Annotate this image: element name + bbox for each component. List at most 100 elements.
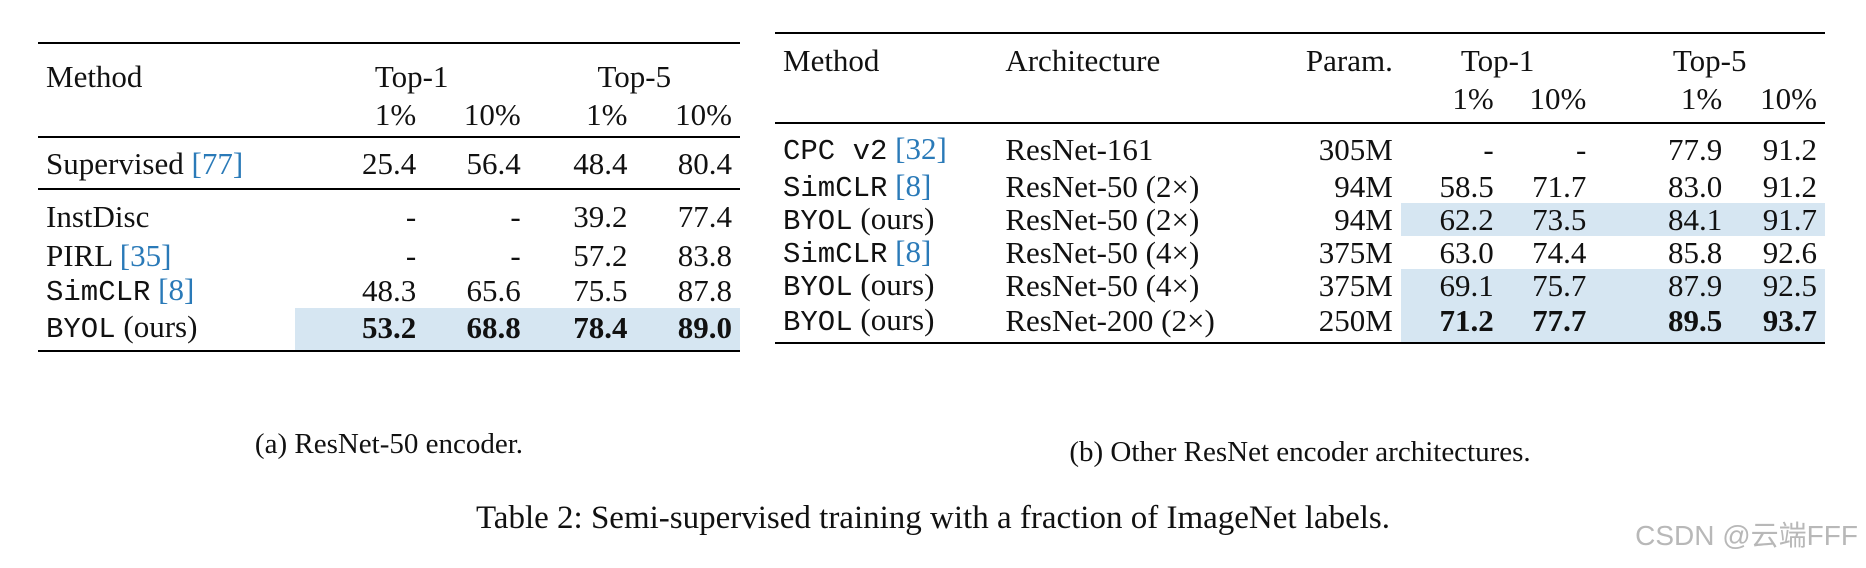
value-cell: -	[405, 238, 417, 273]
table-row: PIRL [35] - - 57.2 83.8	[38, 238, 740, 273]
architecture-header: Architecture	[997, 32, 1257, 76]
citation-link[interactable]: [32]	[895, 130, 947, 166]
value-cell: 39.2	[528, 188, 636, 238]
value-cell: 80.4	[635, 136, 740, 189]
value-cell: 71.2	[1400, 302, 1502, 344]
subtable-a: Method Top-1 Top-5 1% 10% 1% 10% Supervi…	[38, 42, 740, 352]
table-b: Method Architecture Param. Top-1 Top-5 1…	[775, 32, 1825, 344]
value-cell: 91.2	[1730, 122, 1825, 170]
method-cell: SimCLR [8]	[783, 168, 932, 205]
value-cell: 83.8	[677, 238, 732, 273]
value-cell: 87.8	[677, 273, 732, 308]
top5-1pct-header: 1%	[1680, 81, 1723, 116]
value-cell: -	[294, 188, 425, 238]
value-cell: 74.4	[1532, 235, 1587, 270]
table-row: SimCLR [8] ResNet-50 (2×) 94M 58.5 71.7 …	[775, 170, 1825, 203]
architecture-cell: ResNet-161	[997, 122, 1257, 170]
param-header: Param.	[1256, 32, 1401, 76]
method-cell: SimCLR [8]	[46, 272, 195, 309]
value-cell: 58.5	[1439, 169, 1494, 204]
value-cell: 92.6	[1762, 235, 1817, 270]
method-cell: BYOL (ours)	[775, 302, 998, 344]
table-row-highlighted: BYOL (ours) 53.2 68.8 78.4 89.0	[38, 308, 740, 352]
table-row-highlighted: BYOL (ours) ResNet-50 (4×) 375M 69.1 75.…	[775, 269, 1825, 302]
value-cell: 75.5	[573, 273, 628, 308]
top1-10pct-header: 10%	[1529, 81, 1587, 116]
top5-header: Top-5	[528, 42, 740, 92]
value-cell: 92.5	[1730, 269, 1825, 302]
method-cell: CPC v2 [32]	[775, 122, 998, 170]
value-cell: 77.4	[635, 188, 740, 238]
architecture-cell: ResNet-200 (2×)	[997, 302, 1257, 344]
citation-link[interactable]: [8]	[895, 234, 932, 269]
value-cell: 77.9	[1594, 122, 1731, 170]
param-cell: 305M	[1256, 122, 1401, 170]
value-cell: 89.0	[635, 308, 740, 352]
method-cell: PIRL [35]	[46, 238, 172, 273]
method-cell: SimCLR [8]	[783, 234, 932, 271]
value-cell: 71.7	[1532, 169, 1587, 204]
top5-header: Top-5	[1594, 32, 1825, 76]
subtable-b-caption: (b) Other ResNet encoder architectures.	[1069, 436, 1531, 468]
param-cell: 94M	[1334, 169, 1393, 204]
architecture-cell: ResNet-50 (4×)	[1005, 235, 1200, 270]
table-row: Supervised [77] 25.4 56.4 48.4 80.4	[38, 136, 740, 189]
value-cell: 56.4	[424, 136, 529, 189]
value-cell: 73.5	[1501, 203, 1595, 236]
value-cell: 85.8	[1668, 235, 1723, 270]
value-cell: 87.9	[1594, 269, 1731, 302]
value-cell: -	[1501, 122, 1595, 170]
table-row-highlighted: BYOL (ours) ResNet-50 (2×) 94M 62.2 73.5…	[775, 203, 1825, 236]
architecture-cell: ResNet-50 (2×)	[1005, 202, 1200, 237]
citation-link[interactable]: [35]	[119, 238, 172, 273]
table-row: SimCLR [8] ResNet-50 (4×) 375M 63.0 74.4…	[775, 236, 1825, 269]
citation-link[interactable]: [8]	[895, 168, 932, 203]
value-cell: 69.1	[1400, 269, 1502, 302]
value-cell: 78.4	[528, 308, 636, 352]
subtable-a-caption: (a) ResNet-50 encoder.	[254, 428, 524, 460]
method-cell: BYOL (ours)	[783, 267, 935, 304]
top5-10pct-header: 10%	[675, 97, 732, 132]
value-cell: 65.6	[466, 273, 521, 308]
value-cell: -	[1400, 122, 1502, 170]
method-cell: BYOL (ours)	[38, 308, 295, 352]
table-row: SimCLR [8] 48.3 65.6 75.5 87.8	[38, 273, 740, 308]
table-a: Method Top-1 Top-5 1% 10% 1% 10% Supervi…	[38, 42, 740, 352]
param-cell: 375M	[1318, 235, 1393, 270]
value-cell: 25.4	[294, 136, 425, 189]
value-cell: 68.8	[424, 308, 529, 352]
method-cell: Supervised [77]	[38, 136, 295, 189]
table-a-header-row-2: 1% 10% 1% 10%	[38, 92, 740, 137]
table-row: InstDisc - - 39.2 77.4	[38, 188, 740, 238]
value-cell: 77.7	[1501, 302, 1595, 344]
value-cell: 75.7	[1501, 269, 1595, 302]
value-cell: 93.7	[1730, 302, 1825, 344]
param-cell: 375M	[1318, 268, 1393, 303]
top5-10pct-header: 10%	[1760, 81, 1817, 116]
method-header: Method	[38, 42, 295, 92]
method-cell: BYOL (ours)	[783, 201, 935, 238]
top1-1pct-header: 1%	[374, 97, 417, 132]
citation-link[interactable]: [8]	[158, 272, 195, 307]
top5-1pct-header: 1%	[586, 97, 628, 132]
value-cell: 83.0	[1668, 169, 1723, 204]
architecture-cell: ResNet-50 (4×)	[1005, 268, 1200, 303]
value-cell: -	[510, 238, 521, 273]
citation-link[interactable]: [77]	[191, 145, 244, 181]
architecture-cell: ResNet-50 (2×)	[1005, 169, 1200, 204]
watermark: CSDN @云端FFF	[1635, 520, 1858, 551]
param-cell: 250M	[1256, 302, 1401, 344]
top1-10pct-header: 10%	[463, 97, 521, 132]
value-cell: 48.4	[528, 136, 636, 189]
value-cell: 53.2	[294, 308, 425, 352]
top1-header: Top-1	[1400, 32, 1595, 76]
param-cell: 94M	[1334, 202, 1393, 237]
subtable-b: Method Architecture Param. Top-1 Top-5 1…	[775, 32, 1825, 344]
top1-1pct-header: 1%	[1452, 81, 1494, 116]
table-caption: Table 2: Semi-supervised training with a…	[475, 500, 1391, 536]
value-cell: 91.2	[1762, 169, 1817, 204]
method-cell: InstDisc	[38, 188, 295, 238]
top1-header: Top-1	[294, 42, 529, 92]
value-cell: 48.3	[361, 273, 417, 308]
table-a-header-row-1: Method Top-1 Top-5	[38, 42, 740, 92]
